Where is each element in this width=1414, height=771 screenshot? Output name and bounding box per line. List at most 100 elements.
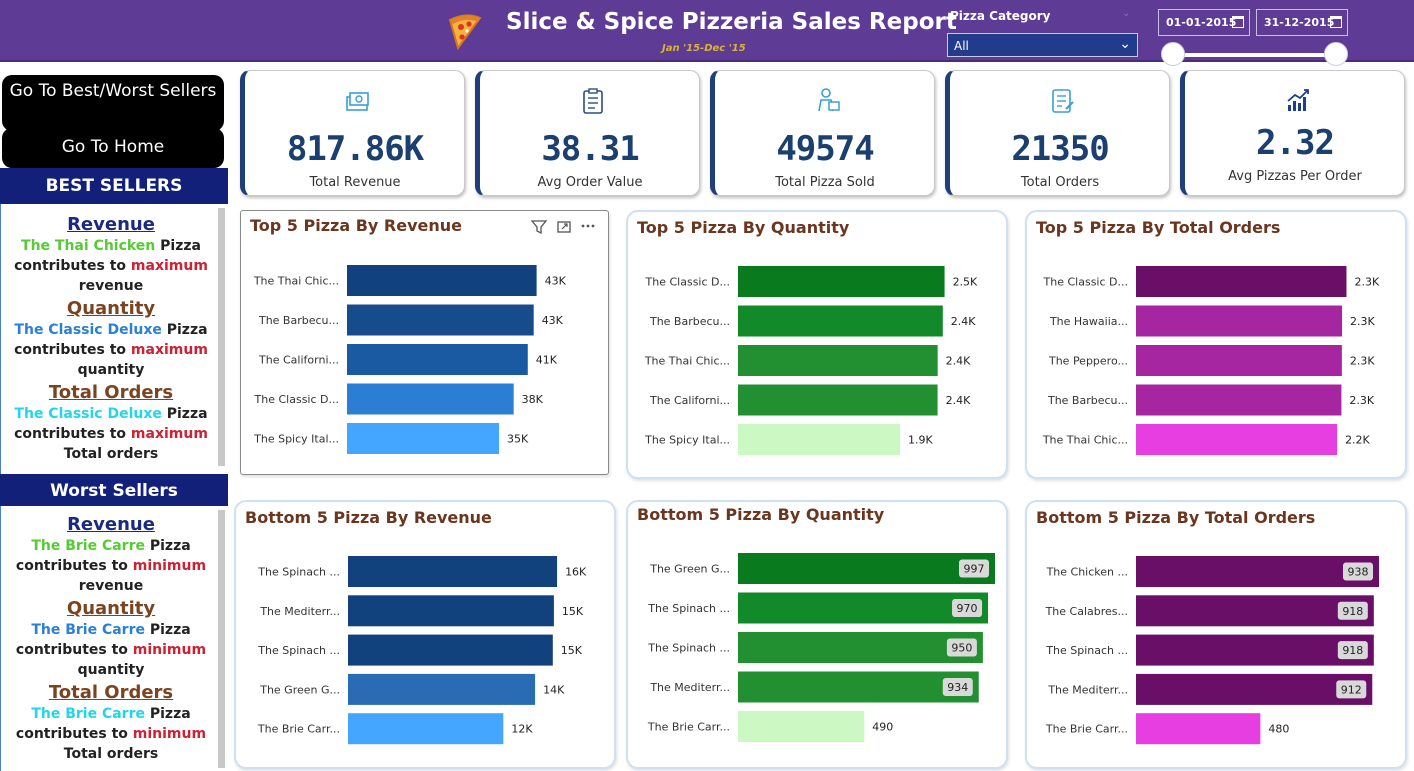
bar (738, 424, 901, 455)
slider-start-handle[interactable] (1161, 42, 1185, 66)
category-label: The Brie Carr... (647, 721, 730, 734)
data-label: 2.5K (953, 276, 978, 289)
pizza-word: Pizza (166, 406, 208, 422)
phrase: contributes to (14, 258, 127, 274)
bar-chart: The Chicken ... 938 The Calabres... 918 The … (1045, 556, 1379, 745)
pizza-word: Pizza (149, 706, 191, 722)
date-range-slider[interactable] (1172, 53, 1336, 57)
calendar-icon (1232, 16, 1244, 28)
slider-end-handle[interactable] (1324, 42, 1348, 66)
category-label: The Mediterr... (1047, 683, 1128, 696)
extreme-word: maximum (130, 426, 208, 442)
chart-card-top5-orders[interactable]: Top 5 Pizza By Total Orders The Classic … (1025, 210, 1407, 479)
delivery-icon (818, 88, 840, 112)
category-label: The Classic D... (645, 276, 730, 289)
pizza-word: Pizza (149, 622, 191, 638)
data-label: 2.4K (946, 355, 971, 368)
metric-heading: Total Orders (48, 382, 174, 403)
measure-word: revenue (78, 578, 144, 594)
bar (1136, 595, 1374, 627)
category-label: The Chicken ... (1046, 566, 1128, 579)
chart-title: Bottom 5 Pizza By Quantity (637, 505, 885, 524)
data-label: 2.2K (1345, 434, 1370, 447)
bar (347, 383, 514, 415)
bar-chart: The Spinach ... 16K The Mediterr... 15K The … (257, 556, 587, 745)
go-to-home-button[interactable]: Go To Home (2, 128, 224, 168)
metric-heading: Total Orders (48, 682, 174, 703)
data-label-background (1337, 601, 1368, 620)
pizza-name: The Classic Deluxe (14, 406, 162, 422)
bar (738, 553, 995, 584)
category-label: The Spicy Ital... (644, 434, 730, 447)
category-label: The Thai Chic... (644, 355, 730, 368)
worst-sellers-heading: Worst Sellers (0, 474, 228, 506)
scrollbar[interactable] (218, 510, 225, 768)
category-label: The Thai Chic... (253, 275, 339, 288)
chart-card-top5-revenue[interactable]: Top 5 Pizza By Revenue The Thai Chic... 4… (240, 210, 609, 475)
data-label: 43K (542, 314, 564, 327)
category-label: The Peppero... (1048, 355, 1128, 368)
bar (1136, 673, 1373, 705)
kpi-label: Total Revenue (309, 175, 401, 190)
growth-chart-icon (1287, 89, 1309, 111)
category-label: The Classic D... (1043, 276, 1128, 289)
category-label: The Californi... (649, 394, 730, 407)
pizza-word: Pizza (149, 538, 191, 554)
chart-card-bottom5-revenue[interactable]: Bottom 5 Pizza By Revenue The Spinach ..… (234, 500, 616, 769)
category-label: The Spicy Ital... (253, 433, 339, 446)
kpi-value: 21350 (1011, 129, 1109, 169)
category-label: The Green G... (649, 563, 730, 576)
extreme-word: maximum (130, 342, 208, 358)
bar (738, 592, 989, 624)
data-label: 16K (565, 566, 587, 579)
category-label: The Californi... (258, 354, 339, 367)
chart-card-bottom5-quantity[interactable]: Bottom 5 Pizza By Quantity The Green G..… (626, 500, 1008, 769)
chart-card-top5-quantity[interactable]: Top 5 Pizza By Quantity The Classic D...… (626, 210, 1008, 479)
bar-chart: The Green G... 997 The Spinach ... 970 The S… (647, 553, 995, 742)
more-options-icon[interactable] (581, 224, 595, 228)
data-label: 997 (964, 563, 985, 576)
data-label: 43K (545, 275, 567, 288)
bar (347, 304, 534, 336)
category-label: The Mediterr... (649, 681, 730, 694)
worst-quantity-block: Quantity The Brie Carre Pizza contribute… (1, 598, 221, 680)
end-date-input[interactable]: 31-12-2015 (1256, 9, 1348, 36)
filter-icon[interactable] (531, 220, 548, 235)
bar (738, 266, 945, 297)
chart-card-bottom5-orders[interactable]: Bottom 5 Pizza By Total Orders The Chick… (1025, 500, 1407, 769)
start-date-input[interactable]: 01-01-2015 (1158, 9, 1250, 36)
bar (348, 634, 553, 666)
bar (738, 384, 938, 416)
kpi-label: Avg Order Value (537, 175, 643, 190)
kpi-card-total-revenue: 817.86K Total Revenue (240, 70, 465, 196)
scrollbar[interactable] (218, 208, 225, 466)
phrase: contributes to (14, 426, 127, 442)
kpi-value: 817.86K (286, 129, 424, 169)
metric-heading: Quantity (66, 298, 156, 319)
chart-title: Bottom 5 Pizza By Revenue (245, 508, 492, 527)
best-sellers-panel: Revenue The Thai Chicken Pizza contribut… (0, 204, 228, 474)
extreme-word: minimum (132, 642, 207, 658)
worst-orders-block: Total Orders The Brie Carre Pizza contri… (1, 682, 221, 764)
category-label: The Thai Chic... (1042, 434, 1128, 447)
go-to-best-worst-button[interactable]: Go To Best/Worst Sellers (2, 75, 224, 131)
pizza-name: The Brie Carre (31, 538, 145, 554)
category-label: The Spinach ... (647, 642, 730, 655)
worst-revenue-block: Revenue The Brie Carre Pizza contributes… (1, 514, 221, 596)
calendar-icon (1330, 16, 1342, 28)
bar (1136, 713, 1261, 745)
data-label: 41K (536, 354, 558, 367)
kpi-value: 49574 (776, 129, 874, 169)
category-label: The Mediterr... (259, 605, 340, 618)
bar (738, 305, 943, 337)
extreme-word: minimum (132, 558, 207, 574)
focus-mode-icon[interactable] (557, 221, 571, 233)
chevron-down-icon[interactable]: ⌄ (1122, 8, 1131, 19)
end-date-value: 31-12-2015 (1264, 16, 1335, 29)
measure-word: Total orders (63, 446, 159, 462)
data-label: 480 (1268, 723, 1289, 736)
data-label: 15K (562, 605, 584, 618)
category-label: The Brie Carr... (1045, 723, 1128, 736)
category-select[interactable]: All ⌄ (947, 33, 1138, 57)
